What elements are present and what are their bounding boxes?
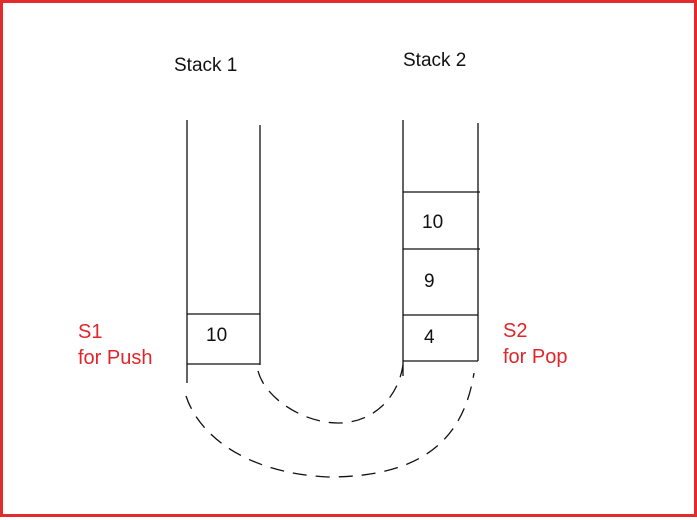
stack2-item-2: 4 — [424, 327, 435, 348]
outer-transfer-arc — [185, 372, 475, 478]
stack2-title: Stack 2 — [403, 50, 467, 71]
stack1-title: Stack 1 — [174, 55, 238, 76]
inner-transfer-arc — [257, 364, 404, 424]
stack2-side-label: S2 for Pop — [503, 318, 567, 370]
stack2-label-line2: for Pop — [503, 346, 568, 368]
stack2-item-0: 10 — [422, 212, 444, 233]
stack1-item-0: 10 — [206, 325, 228, 346]
stack2-label-line1: S2 — [503, 320, 528, 342]
stack1-label-line2: for Push — [78, 347, 153, 369]
stack1-side-label: S1 for Push — [78, 319, 152, 371]
stack2-item-1: 9 — [424, 271, 435, 292]
stack1-label-line1: S1 — [78, 321, 103, 343]
stack-diagram — [185, 120, 480, 478]
